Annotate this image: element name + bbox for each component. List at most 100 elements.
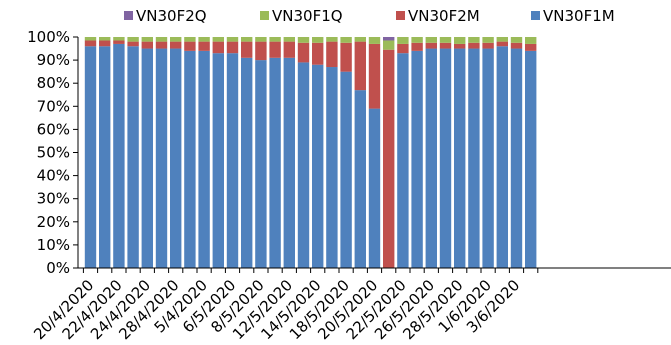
bar-vn30f1m-7-5-2020 <box>241 57 253 268</box>
bar-vn30f1m-22-4-2020 <box>113 43 125 269</box>
bar-vn30f1m-18-5-2020 <box>340 71 352 269</box>
bar-vn30f1q-23-4-2020 <box>127 37 139 42</box>
bar-vn30f2m-3-6-2020 <box>510 42 523 49</box>
legend-label-vn30f2q: VN30F2Q <box>136 7 207 25</box>
bar-vn30f1m-27-4-2020 <box>155 48 168 268</box>
bar-vn30f1m-8-5-2020 <box>255 60 267 268</box>
bar-vn30f1m-11-5-2020 <box>269 57 281 268</box>
bar-vn30f1m-27-5-2020 <box>439 48 452 268</box>
bar-vn30f1q-3-6-2020 <box>510 37 523 43</box>
legend: VN30F2Q VN30F1Q VN30F2M VN30F1M <box>124 7 615 25</box>
bar-vn30f2m-21-4-2020 <box>99 40 111 47</box>
bar-vn30f1q-6-5-2020 <box>226 37 239 42</box>
bar-vn30f2m-26-5-2020 <box>425 42 437 49</box>
bar-vn30f2m-23-4-2020 <box>127 41 139 47</box>
bar-vn30f1m-24-4-2020 <box>141 48 153 268</box>
bar-vn30f2m-5-4-2020 <box>198 41 210 51</box>
y-tick-label-0: 0% <box>46 259 70 277</box>
bar-vn30f1q-22-4-2020 <box>113 37 125 41</box>
legend-swatch-vn30f1m <box>531 11 540 20</box>
bar-vn30f1q-26-5-2020 <box>425 37 437 43</box>
bar-vn30f2m-27-5-2020 <box>439 42 452 49</box>
bar-vn30f1m-20-4-2020 <box>84 46 97 268</box>
y-tick-label-60: 60% <box>37 120 70 138</box>
bar-vn30f1q-28-5-2020 <box>454 37 466 44</box>
y-tick-label-100: 100% <box>27 28 70 46</box>
bar-vn30f1m-29-5-2020 <box>468 48 480 268</box>
legend-label-vn30f2m: VN30F2M <box>408 7 480 25</box>
y-tick-label-80: 80% <box>37 74 70 92</box>
bar-vn30f2m-22-5-2020 <box>397 43 409 54</box>
bar-vn30f1q-7-5-2020 <box>241 37 253 42</box>
bar-vn30f1q-13-5-2020 <box>297 37 310 43</box>
bar-vn30f2m-4-6-2020 <box>525 43 537 51</box>
bar-vn30f2m-7-5-2020 <box>241 41 253 58</box>
bar-vn30f1q-1-6-2020 <box>482 37 494 43</box>
y-tick-label-90: 90% <box>37 51 70 69</box>
bar-vn30f1q-24-4-2020 <box>141 37 153 42</box>
bar-vn30f1q-11-5-2020 <box>269 37 281 42</box>
bar-vn30f1m-2-6-2020 <box>496 46 508 268</box>
bar-vn30f1m-21-4-2020 <box>99 46 111 268</box>
bar-vn30f1m-20-5-2020 <box>368 108 381 268</box>
y-tick-label-40: 40% <box>37 167 70 185</box>
y-tick-label-10: 10% <box>37 236 70 254</box>
bar-vn30f2m-15-5-2020 <box>326 41 338 68</box>
bar-vn30f2m-13-5-2020 <box>297 42 310 63</box>
bar-vn30f1q-15-5-2020 <box>326 37 338 42</box>
bar-vn30f1m-12-5-2020 <box>283 57 295 268</box>
bar-vn30f1q-4-6-2020 <box>525 37 537 44</box>
legend-label-vn30f1q: VN30F1Q <box>272 7 343 25</box>
bar-vn30f2m-12-5-2020 <box>283 41 295 58</box>
bar-vn30f1q-29-4-2020 <box>184 37 196 42</box>
bar-vn30f2m-21-5-2020 <box>383 49 395 269</box>
bar-vn30f1m-25-5-2020 <box>411 50 423 268</box>
bar-vn30f2m-5-5-2020 <box>212 41 224 54</box>
bar-vn30f1q-18-5-2020 <box>340 37 352 43</box>
bar-vn30f2m-28-4-2020 <box>170 41 182 49</box>
bar-vn30f2m-22-4-2020 <box>113 40 125 44</box>
bar-vn30f2m-20-4-2020 <box>84 40 97 47</box>
bar-vn30f1q-20-4-2020 <box>84 37 97 41</box>
bar-vn30f2q-21-5-2020 <box>383 37 395 41</box>
bar-vn30f1q-29-5-2020 <box>468 37 480 43</box>
bar-vn30f1m-28-5-2020 <box>454 48 466 268</box>
bar-vn30f1m-5-4-2020 <box>198 50 210 268</box>
y-tick-labels: 0% 10% 20% 30% 40% 50% 60% 70% 80% 90% 100% <box>27 28 70 277</box>
bar-vn30f2m-6-5-2020 <box>226 41 239 54</box>
bar-vn30f2m-8-5-2020 <box>255 41 267 61</box>
bar-vn30f1m-1-6-2020 <box>482 48 494 268</box>
legend-swatch-vn30f2m <box>396 11 405 20</box>
bar-vn30f1m-15-5-2020 <box>326 67 338 268</box>
x-tick-labels: 20/4/202022/4/202024/4/202028/4/20205/4/… <box>30 276 523 343</box>
bar-vn30f2m-20-5-2020 <box>368 43 381 109</box>
bar-vn30f1q-2-6-2020 <box>496 37 508 42</box>
bar-vn30f1q-21-4-2020 <box>99 37 111 41</box>
bar-vn30f1q-8-5-2020 <box>255 37 267 42</box>
bar-vn30f1q-27-4-2020 <box>155 37 168 42</box>
bar-vn30f2m-14-5-2020 <box>312 42 324 65</box>
bar-vn30f2m-1-6-2020 <box>482 42 494 49</box>
bar-vn30f2m-19-5-2020 <box>354 41 366 91</box>
bar-vn30f2m-25-5-2020 <box>411 42 423 51</box>
legend-swatch-vn30f1q <box>260 11 269 20</box>
bar-vn30f2m-24-4-2020 <box>141 41 153 49</box>
bar-vn30f1m-29-4-2020 <box>184 50 196 268</box>
bar-vn30f1m-26-5-2020 <box>425 48 437 268</box>
bar-vn30f1q-28-4-2020 <box>170 37 182 42</box>
y-tick-label-50: 50% <box>37 144 70 162</box>
axes <box>73 36 671 273</box>
bar-vn30f1q-20-5-2020 <box>368 37 381 44</box>
bar-vn30f1m-14-5-2020 <box>312 64 324 268</box>
y-tick-label-20: 20% <box>37 213 70 231</box>
bar-vn30f1q-5-4-2020 <box>198 37 210 42</box>
y-tick-label-70: 70% <box>37 97 70 115</box>
bar-vn30f2m-11-5-2020 <box>269 41 281 58</box>
bar-vn30f1m-22-5-2020 <box>397 53 409 268</box>
legend-swatch-vn30f2q <box>124 11 133 20</box>
bar-vn30f2m-29-5-2020 <box>468 42 480 49</box>
bar-vn30f1q-25-5-2020 <box>411 37 423 43</box>
bar-vn30f1q-14-5-2020 <box>312 37 324 43</box>
bar-vn30f1m-23-4-2020 <box>127 46 139 268</box>
